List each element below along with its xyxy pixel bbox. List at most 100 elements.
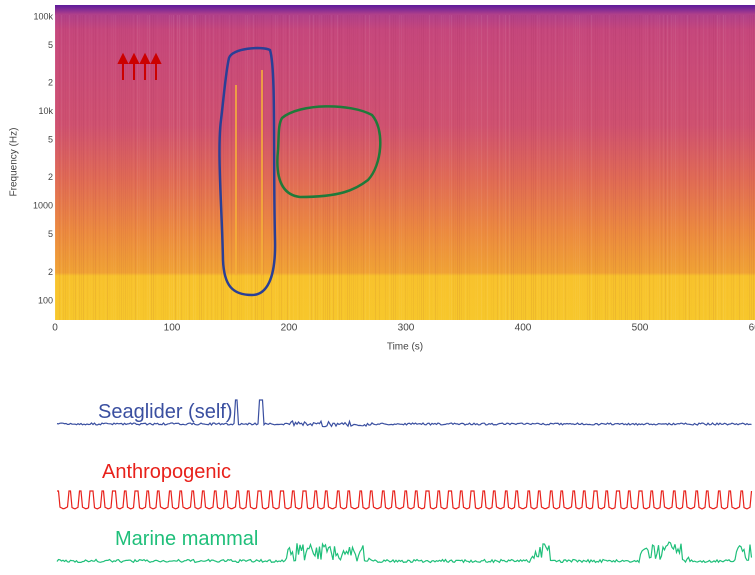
texture-stripe	[193, 15, 194, 320]
texture-stripe	[563, 15, 564, 320]
texture-stripe	[719, 15, 720, 320]
texture-stripe	[485, 15, 486, 320]
annotation-arrows	[117, 52, 162, 80]
texture-stripe	[407, 15, 408, 320]
texture-stripe	[433, 15, 434, 320]
y-tick-label: 10k	[38, 106, 53, 116]
texture-stripe	[631, 15, 632, 320]
texture-stripe	[733, 15, 734, 320]
trace-label: Marine mammal	[115, 528, 258, 550]
texture-stripe	[339, 15, 340, 320]
texture-stripe	[279, 15, 280, 320]
texture-stripe	[409, 15, 410, 320]
texture-stripe	[713, 15, 714, 320]
texture-stripe	[541, 15, 542, 320]
texture-stripe	[587, 15, 588, 320]
texture-stripe	[353, 15, 354, 320]
texture-stripe	[129, 15, 130, 320]
texture-stripe	[379, 15, 380, 320]
texture-stripe	[443, 15, 444, 320]
x-tick-label: 400	[515, 323, 532, 334]
trace-label: Anthropogenic	[102, 461, 231, 483]
texture-stripe	[83, 15, 84, 320]
texture-stripe	[169, 15, 170, 320]
texture-stripe	[135, 15, 136, 320]
trace-label: Seaglider (self)	[98, 401, 233, 423]
texture-stripe	[463, 15, 464, 320]
texture-stripe	[199, 15, 200, 320]
texture-stripe	[107, 15, 108, 320]
texture-stripe	[685, 15, 686, 320]
texture-stripe	[707, 15, 708, 320]
texture-stripe	[241, 15, 242, 320]
texture-stripe	[317, 15, 318, 320]
texture-stripe	[309, 15, 310, 320]
texture-stripe	[329, 15, 330, 320]
texture-stripe	[403, 15, 404, 320]
texture-stripe	[221, 15, 222, 320]
texture-stripe	[341, 15, 342, 320]
texture-stripe	[477, 15, 478, 320]
texture-stripe	[393, 15, 394, 320]
texture-stripe	[711, 15, 712, 320]
texture-stripe	[213, 15, 214, 320]
texture-stripe	[661, 15, 662, 320]
texture-stripe	[467, 15, 468, 320]
texture-stripe	[405, 15, 406, 320]
texture-stripe	[475, 15, 476, 320]
texture-stripe	[265, 15, 266, 320]
texture-stripe	[371, 15, 372, 320]
texture-stripe	[675, 15, 676, 320]
texture-stripe	[669, 15, 670, 320]
texture-stripe	[95, 15, 96, 320]
y-tick-label: 100k	[33, 11, 53, 21]
texture-stripe	[531, 15, 532, 320]
texture-stripe	[359, 15, 360, 320]
texture-stripe	[697, 15, 698, 320]
texture-stripe	[301, 15, 302, 320]
texture-stripe	[363, 15, 364, 320]
texture-stripe	[447, 15, 448, 320]
texture-stripe	[511, 15, 512, 320]
texture-stripe	[565, 15, 566, 320]
texture-stripe	[569, 15, 570, 320]
texture-stripe	[153, 15, 154, 320]
texture-stripe	[125, 15, 126, 320]
texture-stripe	[495, 15, 496, 320]
texture-stripe	[629, 15, 630, 320]
texture-stripe	[667, 15, 668, 320]
texture-stripe	[425, 15, 426, 320]
texture-stripe	[181, 15, 182, 320]
texture-stripe	[715, 15, 716, 320]
texture-stripe	[635, 15, 636, 320]
texture-stripe	[117, 15, 118, 320]
texture-stripe	[677, 15, 678, 320]
texture-stripe	[383, 15, 384, 320]
texture-stripe	[79, 15, 80, 320]
texture-stripe	[395, 15, 396, 320]
texture-stripe	[201, 15, 202, 320]
texture-stripe	[321, 15, 322, 320]
texture-stripe	[703, 15, 704, 320]
texture-stripe	[163, 15, 164, 320]
texture-stripe	[549, 15, 550, 320]
texture-stripe	[435, 15, 436, 320]
x-axis-label: Time (s)	[387, 342, 423, 353]
texture-stripe	[275, 15, 276, 320]
texture-stripe	[289, 15, 290, 320]
texture-stripe	[615, 15, 616, 320]
texture-stripe	[505, 15, 506, 320]
texture-stripe	[729, 15, 730, 320]
texture-stripe	[439, 15, 440, 320]
texture-stripe	[643, 15, 644, 320]
texture-stripe	[457, 15, 458, 320]
texture-stripe	[521, 15, 522, 320]
texture-stripe	[571, 15, 572, 320]
texture-stripe	[687, 15, 688, 320]
texture-stripe	[529, 15, 530, 320]
texture-stripe	[749, 15, 750, 320]
x-tick-label: 0	[52, 323, 58, 334]
texture-stripe	[307, 15, 308, 320]
texture-stripe	[415, 15, 416, 320]
